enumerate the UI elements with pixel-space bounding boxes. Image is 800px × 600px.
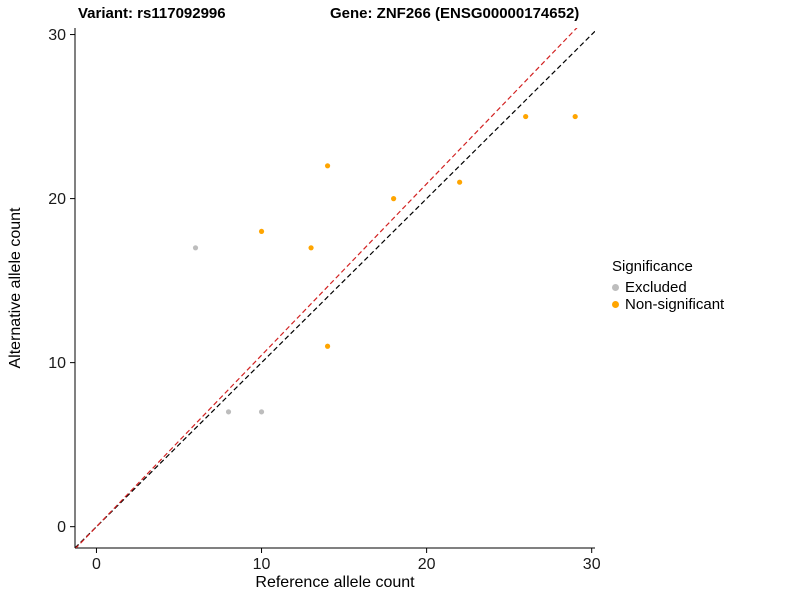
x-tick-label: 0 (92, 556, 101, 573)
non-significant-marker-icon (612, 301, 619, 308)
y-tick-label: 20 (48, 191, 66, 208)
data-point-non-significant (324, 163, 331, 169)
y-tick-label: 10 (48, 355, 66, 372)
data-point-non-significant (324, 343, 331, 349)
data-point-non-significant (572, 113, 578, 120)
data-point-non-significant (391, 195, 397, 202)
data-point-non-significant (523, 113, 529, 120)
x-tick-label: 30 (583, 556, 601, 573)
legend-label-non-significant: Non-significant (625, 296, 725, 313)
legend-item-excluded: Excluded (612, 279, 724, 296)
identity-line (75, 30, 595, 548)
x-axis-label: Reference allele count (255, 574, 415, 591)
y-axis-label: Alternative allele count (7, 207, 24, 369)
data-point-non-significant (258, 228, 265, 235)
gene-title: Gene: ZNF266 (ENSG00000174652) (330, 5, 580, 22)
variant-title: Variant: rs117092996 (78, 5, 226, 22)
x-tick-label: 10 (253, 556, 271, 573)
legend: Significance Excluded Non-significant (612, 258, 724, 313)
excluded-marker-icon (612, 284, 619, 291)
expected-ratio-line (75, 28, 578, 548)
data-point-excluded (258, 409, 265, 415)
data-point-excluded (225, 409, 232, 415)
y-tick-label: 0 (57, 519, 66, 536)
legend-title: Significance (612, 258, 693, 275)
y-tick-label: 30 (48, 27, 66, 44)
data-point-non-significant (308, 245, 314, 251)
legend-label-excluded: Excluded (625, 279, 687, 296)
legend-item-non-significant: Non-significant (612, 296, 724, 313)
data-point-excluded (192, 245, 199, 251)
x-tick-label: 20 (418, 556, 436, 573)
data-point-non-significant (457, 179, 463, 185)
